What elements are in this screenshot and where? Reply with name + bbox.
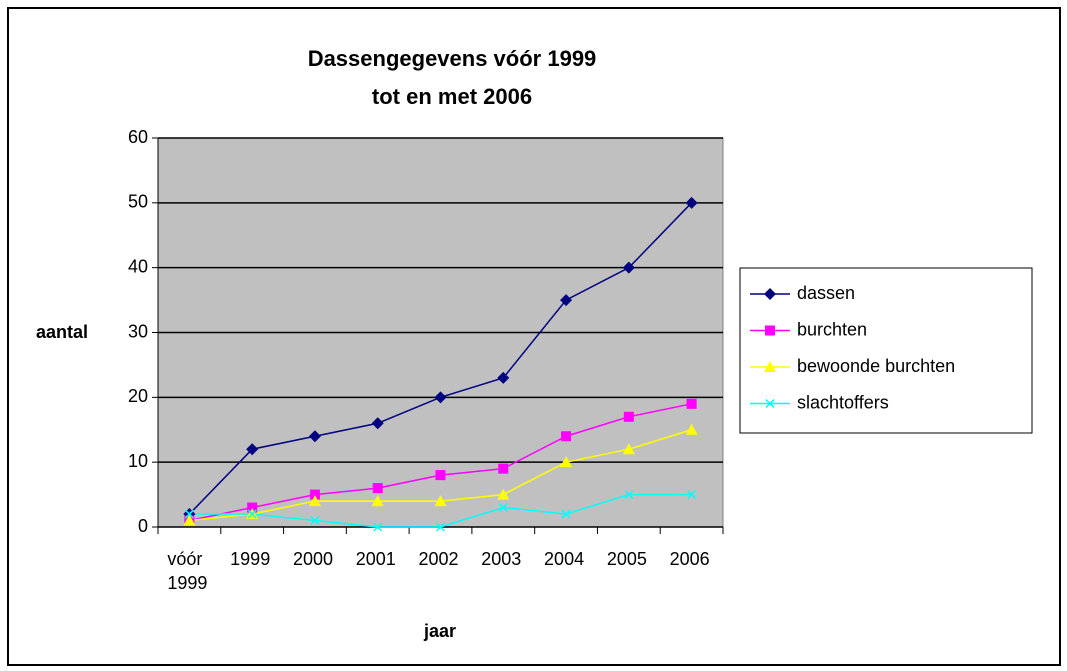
x-tick-label: 1999 (230, 549, 271, 569)
marker (247, 502, 258, 513)
marker (310, 515, 320, 526)
marker (247, 509, 257, 519)
marker (498, 463, 509, 474)
marker (184, 509, 194, 519)
chart-title: tot en met 2006 (372, 84, 532, 109)
marker (373, 522, 383, 532)
marker (183, 514, 196, 526)
x-tick-label: 2002 (418, 549, 459, 569)
y-axis-label: aantal (36, 322, 88, 342)
marker (560, 456, 573, 468)
marker (622, 443, 635, 455)
marker (246, 443, 259, 456)
y-tick-label: 50 (128, 192, 148, 212)
y-tick-label: 0 (138, 516, 148, 536)
marker (435, 470, 446, 481)
y-tick-label: 60 (128, 127, 148, 147)
x-tick-label: vóór 1999 (167, 549, 208, 593)
x-axis-label: jaar (423, 621, 456, 641)
marker (560, 294, 573, 307)
marker (435, 522, 446, 532)
marker (685, 423, 698, 435)
marker (622, 261, 635, 274)
legend-label: slachtoffers (797, 392, 889, 412)
y-tick-label: 20 (128, 386, 148, 406)
marker (309, 489, 320, 500)
marker (686, 398, 697, 409)
marker (765, 398, 775, 409)
marker (497, 371, 510, 384)
legend-label: burchten (797, 319, 867, 339)
legend-label: bewoonde burchten (797, 356, 955, 376)
marker (308, 430, 321, 443)
marker (372, 483, 383, 494)
marker (561, 431, 572, 442)
marker (764, 288, 776, 300)
x-tick-label: 2004 (544, 549, 585, 569)
x-tick-label: 2001 (355, 549, 396, 569)
y-tick-label: 10 (128, 451, 148, 471)
marker (434, 391, 447, 404)
x-tick-label: 2000 (292, 549, 333, 569)
marker (561, 509, 571, 519)
marker (371, 495, 384, 507)
marker (498, 503, 508, 513)
marker (371, 417, 384, 430)
chart-title: Dassengegevens vóór 1999 (308, 46, 597, 71)
x-tick-label: 2005 (606, 549, 647, 569)
y-tick-label: 30 (128, 321, 148, 341)
marker (308, 495, 321, 507)
marker (685, 196, 698, 209)
marker (687, 490, 697, 500)
x-tick-label: 2006 (669, 549, 710, 569)
marker (764, 361, 776, 372)
marker (434, 495, 447, 507)
x-tick-label: 2003 (481, 549, 522, 569)
marker (765, 325, 775, 336)
marker (497, 488, 510, 500)
legend-box (739, 267, 1033, 434)
y-tick-label: 40 (128, 256, 148, 276)
marker (624, 490, 634, 500)
marker (623, 411, 634, 422)
legend-label: dassen (797, 283, 855, 303)
